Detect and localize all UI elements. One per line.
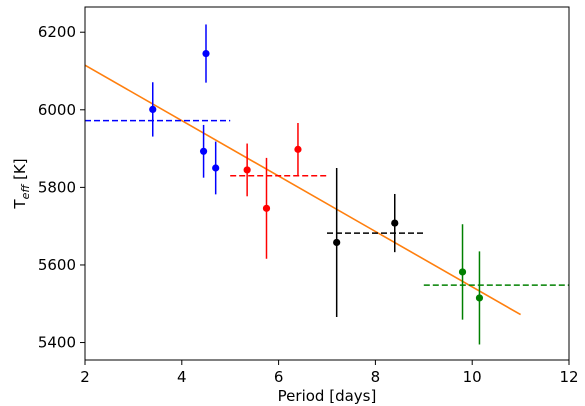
fit-line xyxy=(84,64,521,316)
data-point xyxy=(149,105,157,114)
plot-frame xyxy=(84,6,570,361)
x-tick-label: 12 xyxy=(559,368,578,386)
y-tick-label: 5800 xyxy=(38,178,76,196)
data-point xyxy=(294,145,302,153)
data-point xyxy=(262,204,271,212)
data-point xyxy=(202,49,210,58)
y-tick-label: 5600 xyxy=(38,256,76,274)
x-tick-label: 6 xyxy=(274,368,284,386)
y-tick-label: 5400 xyxy=(38,334,76,352)
y-tick-label: 6000 xyxy=(38,101,76,119)
x-tick-label: 10 xyxy=(463,368,482,386)
x-axis-label: Period [days] xyxy=(278,387,377,405)
data-point xyxy=(243,166,251,174)
data-point xyxy=(333,238,341,247)
x-tick-label: 2 xyxy=(80,368,90,386)
data-point xyxy=(391,219,399,227)
x-tick-label: 4 xyxy=(177,368,187,386)
y-axis-label: Teff [K] xyxy=(11,158,32,209)
x-tick-label: 8 xyxy=(371,368,381,386)
data-point xyxy=(212,164,220,172)
y-tick-label: 6200 xyxy=(38,23,76,41)
data-point xyxy=(475,294,484,302)
data-point xyxy=(458,268,467,276)
data-point xyxy=(199,147,208,155)
